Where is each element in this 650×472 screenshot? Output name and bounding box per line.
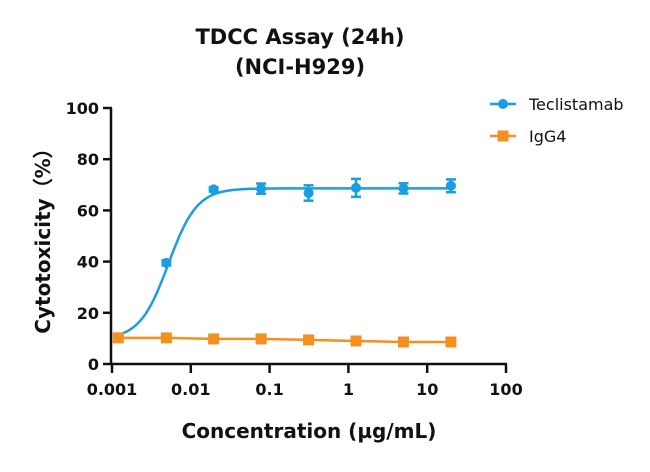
data-point [445, 180, 456, 191]
y-axis-label: Cytotoxicity（%） [31, 138, 55, 333]
plot-area [112, 177, 457, 348]
x-tick-label: 100 [489, 380, 522, 399]
data-point [398, 183, 409, 194]
data-point [303, 334, 315, 346]
x-tick-label: 1 [343, 380, 354, 399]
fit-curve [117, 187, 451, 336]
data-point [350, 335, 362, 347]
legend: Teclistamab IgG4 [490, 95, 624, 146]
data-point [256, 183, 267, 194]
x-tick-label: 0.1 [255, 380, 283, 399]
fit-curve [118, 336, 451, 344]
data-point [161, 257, 172, 268]
axes: 0 20 40 60 80 100 0.001 0.01 0.1 1 10 100 [66, 99, 523, 399]
series-igg4 [112, 332, 457, 348]
data-point [160, 332, 172, 344]
data-point [255, 333, 267, 345]
x-tick-label: 0.01 [171, 380, 210, 399]
x-tick-label: 10 [416, 380, 438, 399]
y-tick-label: 20 [77, 304, 99, 323]
legend-label: Teclistamab [528, 95, 624, 114]
data-point [397, 336, 409, 348]
legend-marker [497, 130, 509, 142]
chart-title-line-2: (NCI-H929) [234, 55, 366, 79]
legend-label: IgG4 [529, 127, 566, 146]
y-tick-label: 0 [88, 355, 99, 374]
x-tick-label: 0.001 [87, 380, 138, 399]
y-tick-label: 100 [66, 99, 99, 118]
data-point [351, 182, 362, 193]
data-point [112, 332, 124, 344]
y-tick-label: 40 [77, 253, 99, 272]
data-point [445, 336, 457, 348]
chart-title-line-1: TDCC Assay (24h) [195, 25, 405, 49]
y-tick-label: 60 [77, 201, 99, 220]
data-point [208, 333, 220, 345]
y-tick-label: 80 [77, 150, 99, 169]
series-teclistamab [113, 177, 456, 343]
legend-item-teclistamab: Teclistamab [490, 95, 624, 114]
legend-marker [498, 99, 508, 109]
data-point [303, 187, 314, 198]
legend-item-igg4: IgG4 [490, 127, 566, 146]
data-point [208, 184, 219, 195]
x-axis-label: Concentration (µg/mL) [182, 419, 437, 443]
